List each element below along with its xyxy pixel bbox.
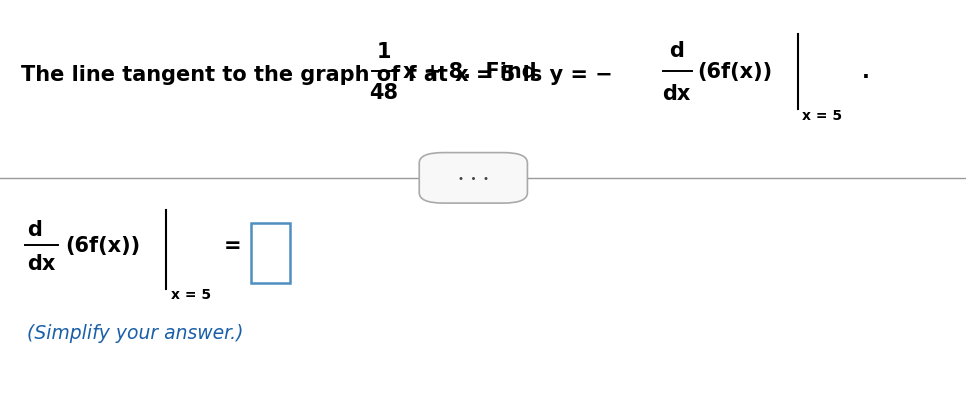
FancyBboxPatch shape bbox=[419, 153, 527, 204]
Text: •  •  •: • • • bbox=[458, 173, 489, 183]
Text: (6f(x)): (6f(x)) bbox=[697, 62, 773, 82]
Text: x = 5: x = 5 bbox=[802, 109, 842, 123]
Text: (Simplify your answer.): (Simplify your answer.) bbox=[27, 323, 243, 342]
Text: d: d bbox=[27, 219, 42, 239]
Text: dx: dx bbox=[662, 84, 691, 104]
Text: (6f(x)): (6f(x)) bbox=[66, 236, 141, 256]
Text: 1: 1 bbox=[376, 42, 391, 62]
Text: =: = bbox=[224, 236, 242, 256]
Text: d: d bbox=[668, 40, 684, 60]
Text: x + 8.  Find: x + 8. Find bbox=[403, 62, 536, 82]
Bar bbox=[251, 223, 290, 283]
Text: x = 5: x = 5 bbox=[171, 287, 212, 301]
Text: The line tangent to the graph of f at x = 5 is y = −: The line tangent to the graph of f at x … bbox=[21, 64, 620, 84]
Text: 48: 48 bbox=[369, 83, 398, 103]
Text: .: . bbox=[862, 62, 869, 82]
Text: dx: dx bbox=[27, 253, 55, 273]
